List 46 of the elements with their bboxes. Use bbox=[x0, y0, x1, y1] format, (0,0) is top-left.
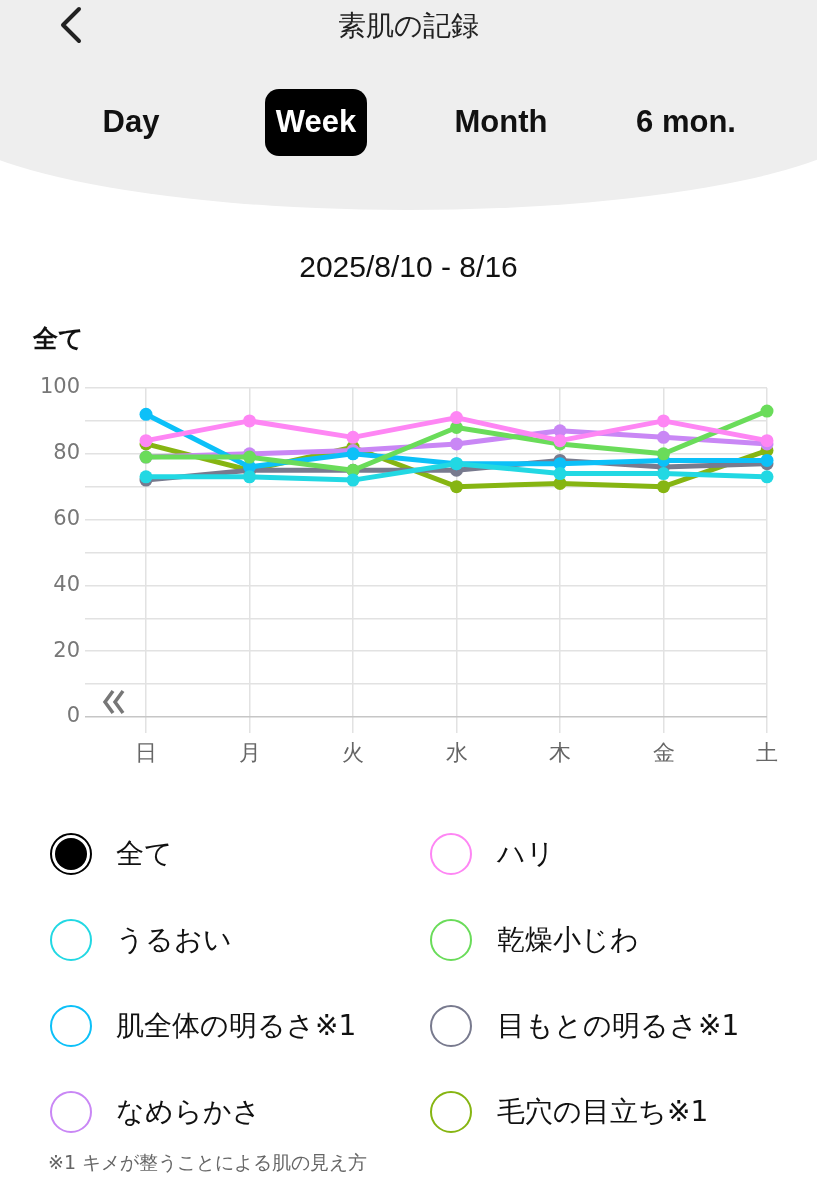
y-tick-label: 80 bbox=[53, 440, 80, 465]
point bbox=[657, 480, 670, 494]
y-tick-label: 100 bbox=[39, 374, 80, 399]
point bbox=[760, 404, 774, 418]
text: 全て bbox=[116, 837, 173, 871]
legend-label: 毛穴の目立ち※1 bbox=[497, 1095, 709, 1129]
legend-label: 目もとの明るさ※1 bbox=[497, 1009, 740, 1043]
legend-label: 乾燥小じわ bbox=[497, 923, 639, 957]
text: ※1 キメが整うことによる肌の見え方 bbox=[48, 1150, 368, 1174]
point bbox=[657, 467, 670, 481]
point bbox=[657, 430, 670, 444]
point bbox=[139, 407, 153, 421]
text: Day bbox=[102, 104, 160, 140]
legend-label: ハリ bbox=[497, 837, 555, 871]
point bbox=[760, 453, 774, 467]
point bbox=[657, 414, 670, 428]
x-tick-label: 木 bbox=[549, 739, 571, 765]
point bbox=[346, 473, 360, 487]
legend-label: なめらかさ bbox=[116, 1095, 261, 1129]
legend-label: うるおい bbox=[116, 923, 232, 957]
x-tick-label: 土 bbox=[756, 739, 778, 765]
x-tick-label: 金 bbox=[652, 739, 675, 765]
chart-title: 素肌の記録 bbox=[337, 9, 480, 43]
point bbox=[760, 470, 774, 484]
text: 全て bbox=[33, 323, 84, 355]
point bbox=[553, 467, 567, 481]
point bbox=[657, 447, 670, 461]
point bbox=[450, 411, 463, 425]
x-tick-label: 火 bbox=[342, 739, 364, 765]
point bbox=[243, 414, 256, 428]
y-tick-label: 0 bbox=[66, 703, 80, 728]
y-tick-label: 60 bbox=[53, 506, 80, 531]
chart-subtitle: 2025/8/10 - 8/16 bbox=[298, 249, 519, 285]
x-tick-label: 月 bbox=[238, 739, 261, 765]
point bbox=[450, 480, 463, 494]
point bbox=[346, 430, 360, 444]
x-tick-label: 水 bbox=[445, 739, 468, 765]
y-tick-label: 40 bbox=[53, 571, 80, 596]
x-tick-label: 日 bbox=[135, 739, 157, 765]
text: Month bbox=[454, 104, 548, 140]
point bbox=[243, 470, 256, 484]
text: 6 mon. bbox=[636, 104, 736, 140]
point bbox=[450, 437, 463, 451]
legend-label: 肌全体の明るさ※1 bbox=[116, 1009, 357, 1043]
text: Week bbox=[275, 104, 357, 140]
y-tick-label: 20 bbox=[53, 637, 80, 662]
